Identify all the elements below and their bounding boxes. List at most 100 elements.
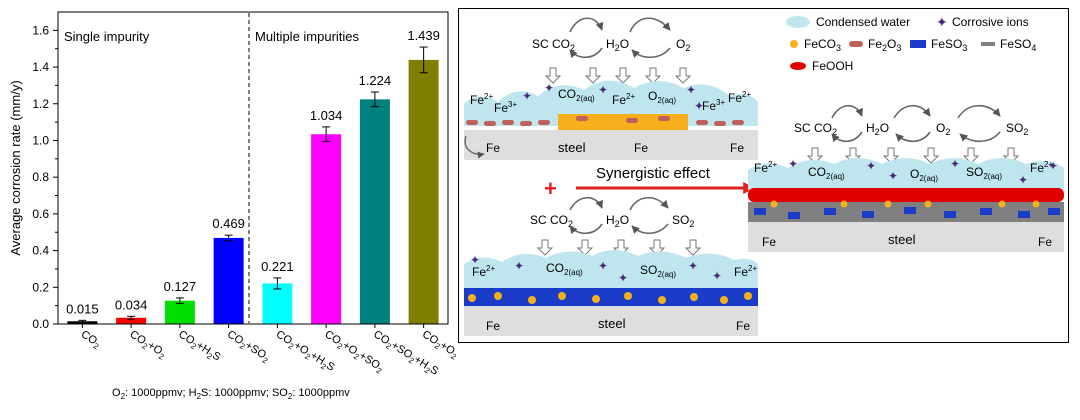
cycle-arrow-2 xyxy=(569,47,603,59)
p3-cycle-1 xyxy=(831,104,863,119)
value-label-1: 0.034 xyxy=(115,297,148,312)
y-tick-label-3: 0.6 xyxy=(32,207,49,221)
synergy-plus: + xyxy=(544,176,557,201)
svg-text:✦: ✦ xyxy=(544,81,554,95)
x-tick-label-3: CO2+SO2 xyxy=(224,328,272,365)
y-tick-label-1: 0.2 xyxy=(32,280,49,294)
panel3-feso3-blocks xyxy=(754,207,1060,219)
panel2-fe-left: Fe xyxy=(486,319,500,333)
panel3-feco3-dots xyxy=(770,200,1040,208)
y-tick-label-6: 1.2 xyxy=(32,97,49,111)
x-tick-label-0: CO2 xyxy=(78,328,104,351)
bar-6 xyxy=(359,99,390,324)
panel-co2-o2-so2: SC CO2 H2O O2 SO2 steel Fe Fe Fe2+ xyxy=(748,104,1064,252)
corrosion-rate-bar-chart: 0.015 0.034 0.127 0.469 0.221 1.034 1.224 1.439… xyxy=(8,11,456,401)
panel3-steel-label: steel xyxy=(888,232,916,247)
panel3-gas-co2: SC CO2 xyxy=(794,121,837,137)
error-bar-0 xyxy=(78,319,87,323)
mechanism-schematic: Condensed water ✦ Corrosive ions FeCO3 F… xyxy=(458,8,1069,343)
panel1-fe2o3-layer xyxy=(466,116,744,126)
svg-text:✦: ✦ xyxy=(712,269,722,283)
panel3-steel xyxy=(748,222,1064,252)
synergy-label: Synergistic effect xyxy=(596,165,711,182)
legend-feso4: FeSO4 xyxy=(1000,37,1036,53)
y-tick-label-2: 0.4 xyxy=(32,244,49,258)
value-label-5: 1.034 xyxy=(310,108,343,123)
panel2-gas-so2: SO2 xyxy=(672,213,694,229)
region-label-single: Single impurity xyxy=(64,29,150,44)
value-label-0: 0.015 xyxy=(66,301,99,316)
down-arrows xyxy=(544,67,692,84)
y-axis-label: Average corrosion rate (mm/y) xyxy=(8,80,23,255)
legend-feco3: FeCO3 xyxy=(804,37,841,53)
legend-condensed-water: Condensed water xyxy=(816,15,910,29)
legend-feooh: FeOOH xyxy=(812,59,853,73)
x-tick-label-1: CO2+O2 xyxy=(126,328,168,362)
panel-co2-so2: SC CO2 H2O SO2 steel Fe Fe Fe2+ CO2(aq) … xyxy=(464,196,758,336)
error-bars-group xyxy=(78,46,428,323)
y-tick-label-0: 0.0 xyxy=(32,317,49,331)
bar-4 xyxy=(262,283,293,324)
condensed-water-swatch xyxy=(786,16,810,28)
panel2-gas-h2o: H2O xyxy=(606,213,629,229)
footnote: O2: 1000ppmv; H2S: 1000ppmv; SO2: 1000pp… xyxy=(112,387,350,401)
svg-text:✦: ✦ xyxy=(1018,173,1028,187)
panel3-ions: ✦ ✦ ✦ ✦ ✦ ✦ xyxy=(788,157,1058,187)
panel1-ions: ✦ ✦ ✦ ✦ ✦ xyxy=(522,81,704,113)
y-axis: 0.0 0.2 0.4 0.6 0.8 1.0 1.2 1.4 1.6 xyxy=(32,23,58,331)
svg-text:✦: ✦ xyxy=(788,157,798,171)
panel3-feooh-layer xyxy=(748,188,1064,202)
panel1-fe-mid: Fe xyxy=(634,141,648,155)
y-tick-label-8: 1.6 xyxy=(32,23,49,37)
panel3-water xyxy=(748,158,1064,190)
value-labels-group: 0.015 0.034 0.127 0.469 0.221 1.034 1.224 1.439 xyxy=(66,28,440,316)
value-label-3: 0.469 xyxy=(212,216,245,231)
panel1-fe-right: Fe xyxy=(730,141,744,155)
synergy-arrow-group: + Synergistic effect xyxy=(544,165,756,201)
p3-cycle-2 xyxy=(831,131,863,143)
panel2-steel xyxy=(464,306,758,336)
panel1-gas-h2o: H2O xyxy=(606,37,629,53)
p2-cycle-1 xyxy=(569,196,603,211)
panel1-feco3-layer xyxy=(558,114,688,132)
y-tick-label-5: 1.0 xyxy=(32,133,49,147)
bars-group xyxy=(67,59,439,324)
cycle-arrow-4 xyxy=(631,47,671,59)
feco3-swatch xyxy=(790,40,798,48)
value-label-2: 0.127 xyxy=(164,279,197,294)
x-tick-label-2: CO2+H2S xyxy=(175,328,222,365)
value-label-7: 1.439 xyxy=(407,28,440,43)
error-bar-2 xyxy=(175,297,184,304)
svg-text:✦: ✦ xyxy=(694,99,704,113)
bar-3 xyxy=(213,237,244,324)
error-bar-3 xyxy=(224,234,233,242)
panel2-fe-right: Fe xyxy=(736,319,750,333)
error-bar-1 xyxy=(127,315,136,320)
bar-2 xyxy=(164,300,195,324)
feso3-swatch xyxy=(910,40,926,48)
error-bar-7 xyxy=(419,46,428,74)
panel3-fe-right: Fe xyxy=(1038,235,1052,249)
p2-cycle-3 xyxy=(629,196,669,211)
x-axis: CO2 CO2+O2CO2+H2SCO2+SO2CO2+O2+H2SCO2+O2+… xyxy=(78,324,456,378)
schematic-legend: Condensed water ✦ Corrosive ions FeCO3 F… xyxy=(786,14,1036,73)
value-label-4: 0.221 xyxy=(261,259,294,274)
y-tick-label-4: 0.8 xyxy=(32,170,49,184)
panel2-steel-label: steel xyxy=(598,316,626,331)
panel1-fe-left: Fe xyxy=(486,141,500,155)
svg-text:✦: ✦ xyxy=(686,83,696,97)
svg-text:✦: ✦ xyxy=(514,259,524,273)
panel1-gas-co2: SC CO2 xyxy=(532,37,575,53)
svg-text:✦: ✦ xyxy=(1048,159,1058,173)
legend-fe2o3: Fe2O3 xyxy=(868,37,901,53)
panel3-gas-so2: SO2 xyxy=(1006,121,1028,137)
legend-corrosive-ions: Corrosive ions xyxy=(952,15,1029,29)
panel2-feso3-layer xyxy=(464,288,758,306)
error-bar-4 xyxy=(273,277,282,290)
plot-frame xyxy=(57,11,449,325)
bar-5 xyxy=(311,134,342,324)
corrosive-ion-star: ✦ xyxy=(936,14,948,30)
panel1-steel-label: steel xyxy=(558,140,586,155)
p3-cycle-3 xyxy=(893,104,931,119)
feso4-swatch xyxy=(981,42,995,46)
